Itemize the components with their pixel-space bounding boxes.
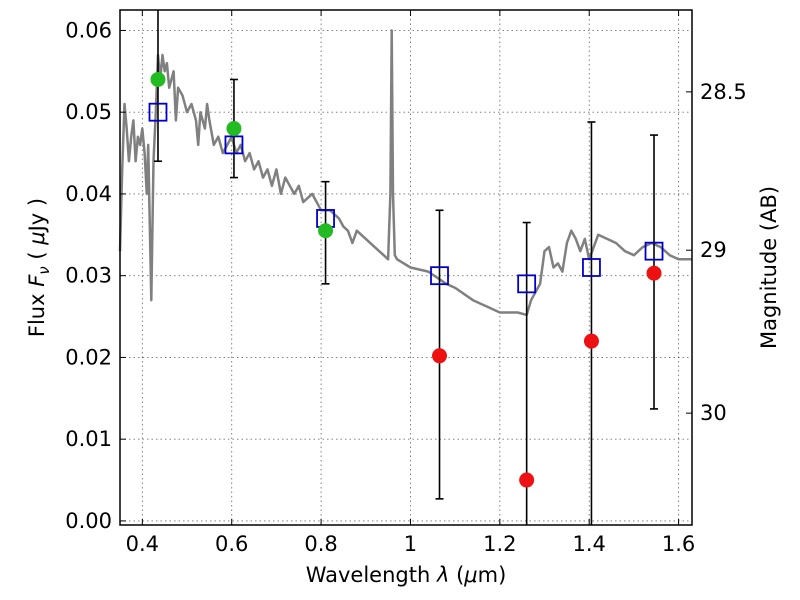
measurement-point	[519, 472, 535, 488]
detection-point	[318, 223, 334, 239]
y-tick-label: 0.02	[65, 345, 112, 369]
y-axis-label: Flux Fν ( μJy )	[25, 198, 53, 337]
x-tick-label: 1.6	[662, 532, 695, 556]
x-tick-label: 1.2	[483, 532, 516, 556]
plot-frame	[119, 9, 693, 526]
y-tick-label: 0.05	[65, 100, 112, 124]
model-flux-square	[517, 274, 537, 294]
magnitude-axis-label: Magnitude (AB)	[757, 186, 781, 349]
model-flux-square	[224, 135, 244, 155]
y-tick-label: 0.01	[65, 427, 112, 451]
sed-model-line	[118, 29, 692, 317]
detection-point	[150, 71, 166, 87]
x-tick-label: 0.8	[304, 532, 337, 556]
measurement-point	[432, 348, 448, 364]
magnitude-tick-label: 28.5	[700, 80, 747, 104]
x-tick-label: 0.4	[126, 532, 159, 556]
series-layer	[118, 10, 692, 525]
grid-layer	[120, 10, 692, 525]
measurement-point	[646, 265, 662, 281]
model-flux-square	[644, 241, 664, 261]
y-tick-label: 0.06	[65, 18, 112, 42]
x-tick-label: 0.6	[215, 532, 248, 556]
model-flux-square	[430, 266, 449, 286]
model-flux-square	[148, 102, 168, 122]
x-tick-label: 1.4	[573, 532, 606, 556]
error-bar	[587, 121, 596, 525]
x-axis-label: Wavelength λ (μm)	[306, 563, 507, 587]
measurement-point	[583, 333, 599, 349]
detection-point	[226, 121, 242, 137]
tick-layer: 0.4 0.6 0.8 1 1.2 1.4 1.6 0.00 0.01 0.02 0.03 0.04 0…	[65, 10, 747, 556]
x-tick-label: 1	[404, 532, 417, 556]
magnitude-tick-label: 30	[700, 401, 727, 425]
model-flux-square	[582, 258, 601, 277]
y-tick-label: 0.04	[65, 182, 112, 206]
magnitude-tick-label: 29	[700, 238, 727, 262]
y-tick-label: 0.03	[65, 264, 112, 288]
y-tick-label: 0.00	[65, 509, 112, 533]
